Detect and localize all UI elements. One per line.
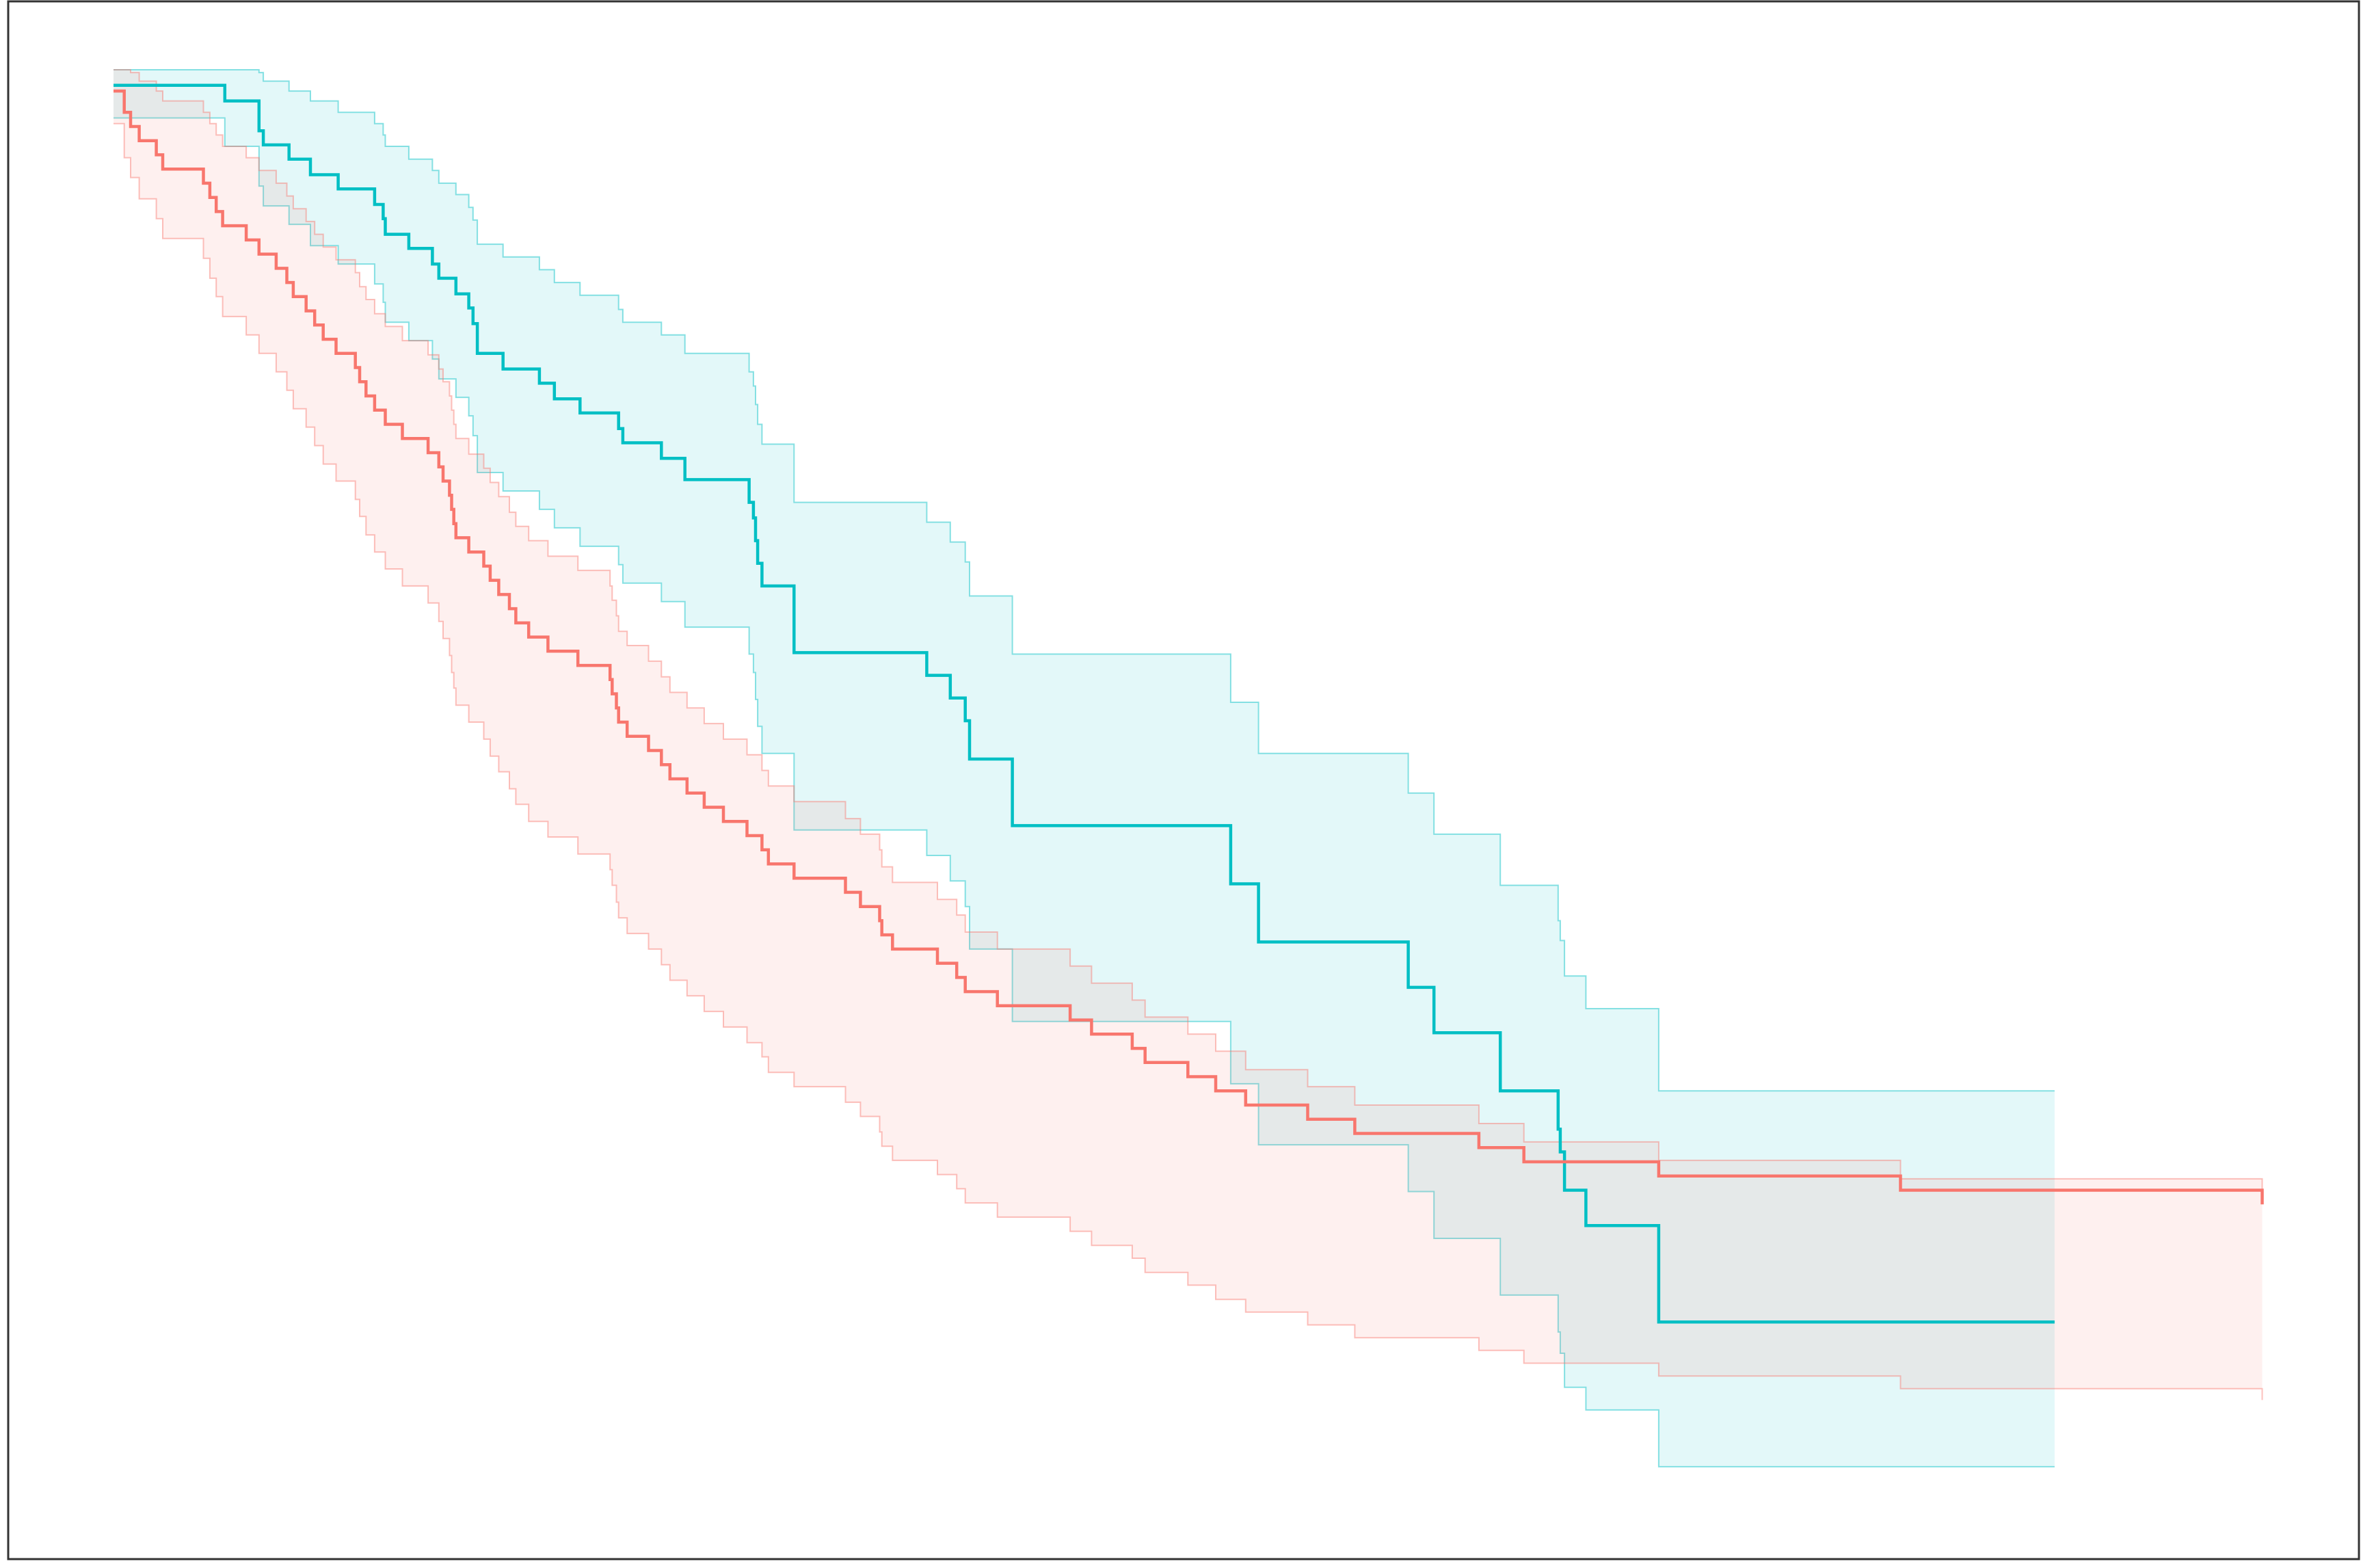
survival-step-line-1 xyxy=(114,83,2055,1324)
confidence-upper-edge-2 xyxy=(114,69,2263,1199)
survival-curves xyxy=(114,83,2264,1324)
confidence-band-2 xyxy=(114,70,2263,1400)
plot-panel-border xyxy=(7,0,2360,1560)
survival-step-line-2 xyxy=(114,89,2264,1205)
confidence-upper-edge-1 xyxy=(114,69,2055,1092)
confidence-bands xyxy=(114,69,2263,1467)
confidence-band-1 xyxy=(114,70,2055,1467)
confidence-lower-edge-1 xyxy=(114,117,2055,1467)
confidence-lower-edge-2 xyxy=(114,122,2263,1400)
